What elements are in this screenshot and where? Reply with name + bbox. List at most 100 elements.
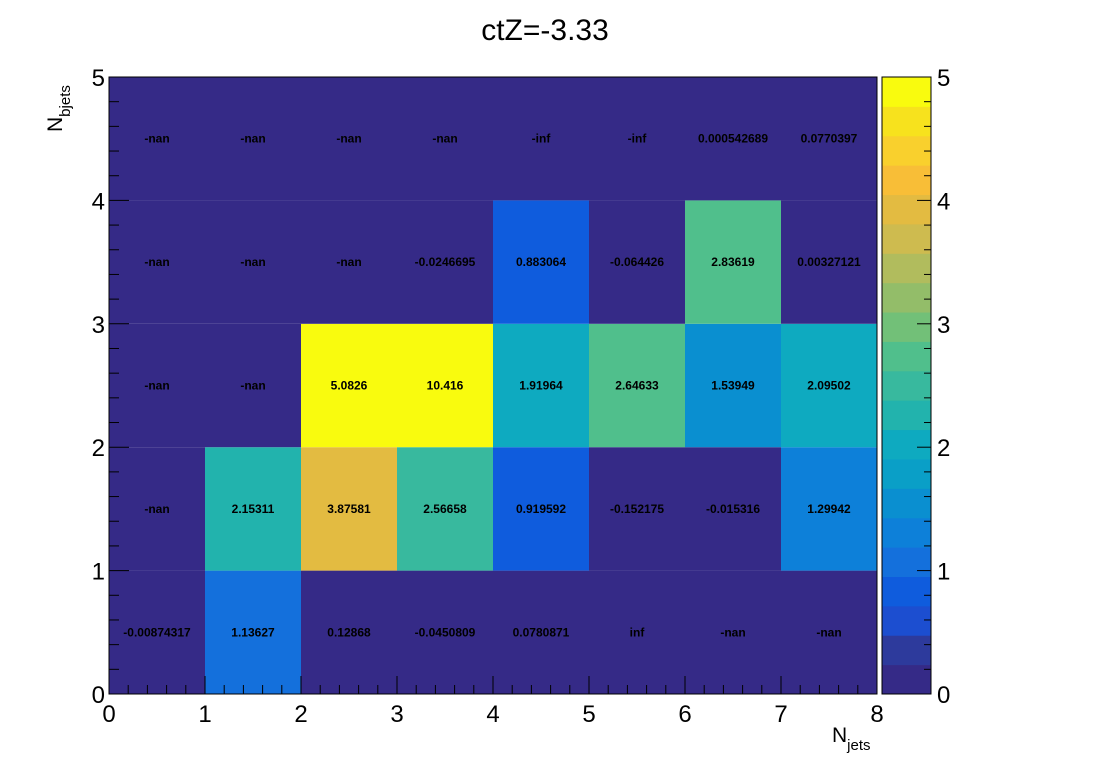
cell-value-label: -nan [144, 255, 169, 269]
cell-value-label: -nan [240, 255, 265, 269]
x-tick-label: 7 [774, 701, 787, 728]
heatmap-cell [205, 447, 301, 571]
heatmap-cell [205, 77, 301, 201]
color-scale-band [882, 488, 931, 519]
heatmap-cell [397, 447, 493, 571]
color-scale-band [882, 664, 931, 695]
color-scale-band [882, 312, 931, 342]
color-scale-band [882, 194, 931, 225]
y-tick-label: 3 [92, 312, 105, 339]
heatmap-cell [781, 447, 877, 571]
cell-value-label: 3.87581 [327, 502, 371, 516]
cell-value-label: -nan [336, 255, 361, 269]
y-axis: 0 1 2 3 4 5 [92, 65, 129, 709]
cell-value-label: 2.83619 [711, 255, 755, 269]
heatmap-cell [109, 77, 205, 201]
color-scale-band [882, 517, 931, 548]
chart-title: ctZ=-3.33 [481, 14, 609, 47]
cell-value-label: 10.416 [427, 379, 464, 393]
heatmap-cell [685, 447, 781, 571]
cell-value-label: -0.00874317 [123, 625, 191, 639]
heatmap-cell [301, 77, 397, 201]
heatmap-cell [589, 570, 685, 694]
color-scale-band [882, 253, 931, 284]
x-tick-label: 6 [678, 701, 691, 728]
heatmap-cell [781, 200, 877, 324]
color-scale-band [882, 282, 931, 313]
cell-value-label: -nan [240, 132, 265, 146]
cell-value-label: -0.064426 [610, 255, 664, 269]
y-axis-title-sub: bjets [57, 85, 74, 117]
heatmap-cell [397, 77, 493, 201]
cell-value-label: -nan [144, 379, 169, 393]
cell-value-label: 0.883064 [516, 255, 566, 269]
cell-value-label: 0.12868 [327, 625, 371, 639]
heatmap-cell [685, 323, 781, 448]
color-scale-band [882, 77, 931, 107]
cell-value-label: -nan [816, 625, 841, 639]
color-scale-tick-label: 3 [937, 312, 950, 339]
heatmap-cell [109, 323, 205, 448]
heatmap-cell [493, 447, 589, 571]
heatmap-cell [301, 200, 397, 324]
cell-value-label: -0.0246695 [415, 255, 476, 269]
heatmap-cell [109, 570, 205, 694]
heatmap-cell [205, 570, 301, 694]
cell-value-label: -0.152175 [610, 502, 664, 516]
y-tick-label: 2 [92, 435, 105, 462]
color-scale-band [882, 400, 931, 431]
color-scale-tick-label: 1 [937, 559, 950, 586]
color-scale-tick-label: 4 [937, 188, 950, 215]
color-scale-band [882, 106, 931, 137]
heatmap-cell [781, 323, 877, 448]
color-scale-band [882, 341, 931, 372]
color-scale-band [882, 547, 931, 577]
cell-value-label: 2.64633 [615, 379, 659, 393]
x-axis-title-sub: jets [846, 737, 870, 754]
cell-value-label: 0.000542689 [698, 132, 768, 146]
heatmap-cell [685, 570, 781, 694]
heatmap-cell [205, 323, 301, 448]
heatmap-cell [781, 570, 877, 694]
heatmap-cell [205, 200, 301, 324]
heatmap-cell [685, 77, 781, 201]
color-scale-band [882, 165, 931, 196]
cell-value-label: inf [630, 625, 646, 639]
color-scale-bar [881, 76, 932, 695]
y-axis-title-main: N [44, 117, 67, 132]
cell-value-label: 0.919592 [516, 502, 566, 516]
x-tick-label: 0 [102, 701, 115, 728]
heatmap-cell [493, 323, 589, 448]
color-scale-band [882, 458, 931, 489]
cell-value-label: 2.09502 [807, 379, 851, 393]
color-scale-band [882, 605, 931, 636]
heatmap-cell [301, 447, 397, 571]
cell-value-label: -inf [532, 132, 552, 146]
x-tick-label: 8 [870, 701, 883, 728]
heatmap-cell [301, 570, 397, 694]
cell-value-label: -inf [628, 132, 648, 146]
heatmap-cell [589, 77, 685, 201]
heatmap-cell [781, 77, 877, 201]
y-tick-label: 4 [92, 188, 105, 215]
cell-value-label: 1.29942 [807, 502, 851, 516]
heatmap-cell [493, 200, 589, 324]
heatmap-cell [397, 200, 493, 324]
x-axis-title-main: N [832, 724, 847, 747]
color-scale-axis: 0 1 2 3 4 5 [917, 65, 950, 709]
cell-value-label: 0.00327121 [797, 255, 861, 269]
color-scale-band [882, 576, 931, 607]
y-tick-label: 1 [92, 559, 105, 586]
heatmap-cell [685, 200, 781, 324]
color-scale-tick-label: 5 [937, 65, 950, 92]
cell-value-label: 0.0780871 [513, 625, 570, 639]
y-tick-label: 0 [92, 682, 105, 709]
cell-value-label: -nan [432, 132, 457, 146]
heatmap-cell [493, 77, 589, 201]
x-tick-label: 5 [582, 701, 595, 728]
color-scale-tick-label: 2 [937, 435, 950, 462]
color-scale-band [882, 223, 931, 254]
heatmap-cells [109, 77, 877, 694]
color-scale-band [882, 635, 931, 666]
cell-value-label: -nan [144, 132, 169, 146]
